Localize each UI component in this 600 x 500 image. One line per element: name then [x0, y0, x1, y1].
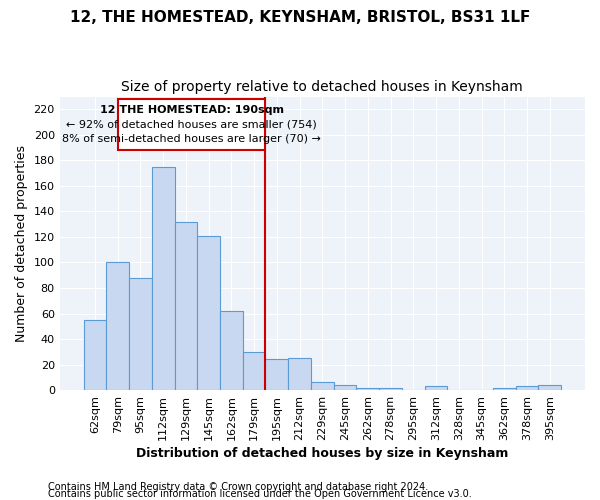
Bar — [243, 352, 265, 390]
Bar — [220, 311, 243, 390]
Y-axis label: Number of detached properties: Number of detached properties — [15, 145, 28, 342]
X-axis label: Distribution of detached houses by size in Keynsham: Distribution of detached houses by size … — [136, 447, 509, 460]
Text: Contains public sector information licensed under the Open Government Licence v3: Contains public sector information licen… — [48, 489, 472, 499]
FancyBboxPatch shape — [118, 99, 265, 150]
Text: ← 92% of detached houses are smaller (754): ← 92% of detached houses are smaller (75… — [66, 120, 317, 130]
Bar — [334, 385, 356, 390]
Bar — [311, 382, 334, 390]
Bar — [83, 320, 106, 390]
Bar — [425, 386, 448, 390]
Bar — [538, 385, 561, 390]
Text: Contains HM Land Registry data © Crown copyright and database right 2024.: Contains HM Land Registry data © Crown c… — [48, 482, 428, 492]
Bar — [152, 166, 175, 390]
Bar — [106, 262, 129, 390]
Text: 12 THE HOMESTEAD: 190sqm: 12 THE HOMESTEAD: 190sqm — [100, 106, 284, 116]
Bar — [129, 278, 152, 390]
Bar — [197, 236, 220, 390]
Bar — [493, 388, 515, 390]
Bar — [379, 388, 402, 390]
Title: Size of property relative to detached houses in Keynsham: Size of property relative to detached ho… — [121, 80, 523, 94]
Bar — [175, 222, 197, 390]
Text: 8% of semi-detached houses are larger (70) →: 8% of semi-detached houses are larger (7… — [62, 134, 321, 143]
Bar — [288, 358, 311, 390]
Text: 12, THE HOMESTEAD, KEYNSHAM, BRISTOL, BS31 1LF: 12, THE HOMESTEAD, KEYNSHAM, BRISTOL, BS… — [70, 10, 530, 25]
Bar — [265, 360, 288, 390]
Bar — [356, 388, 379, 390]
Bar — [515, 386, 538, 390]
